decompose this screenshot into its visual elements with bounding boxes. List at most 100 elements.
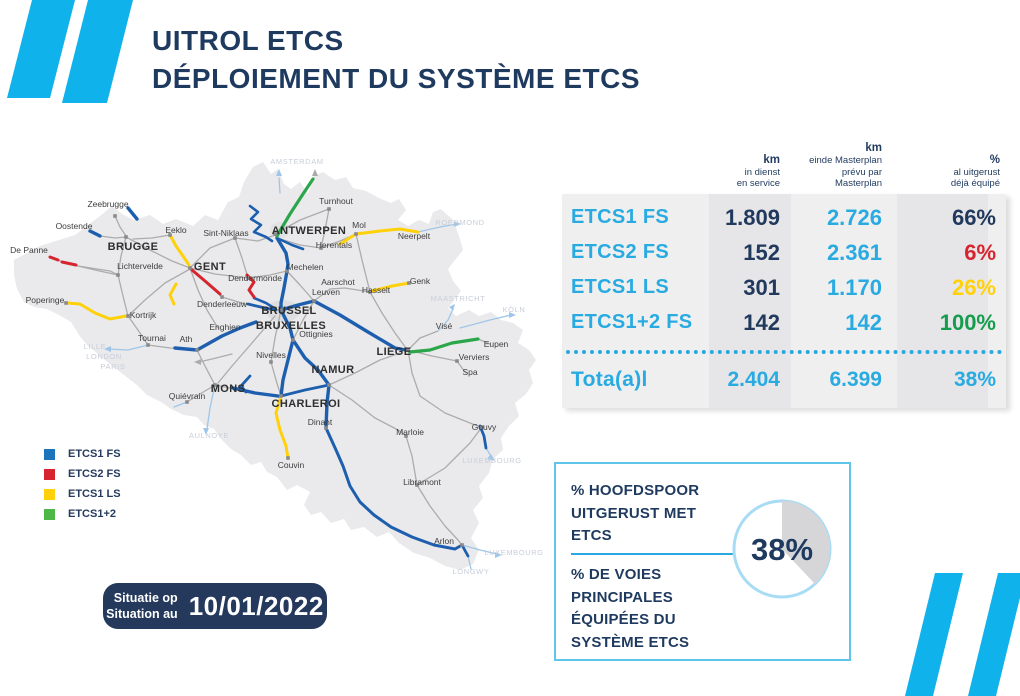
map-label: Ottignies [299,329,333,339]
map-label: Leuven [312,287,340,297]
title-line-1: UITROL ETCS [152,25,344,56]
map-label: Oostende [56,221,93,231]
header-line: km [865,142,882,155]
junction-dot [64,301,68,305]
map-label: Denderleeuw [197,299,248,309]
date-caption-nl: Situatie op [113,590,178,605]
map-label: Arlon [434,536,454,546]
map-label: Nivelles [256,350,286,360]
table-total-row: Tota(a)l 2.404 6.399 38% [562,360,1006,400]
header-line: al uitgerust [953,166,1000,178]
row-label: ETCS1 FS [571,206,669,228]
map-label: LONDON [86,352,122,361]
corner-stripes-top-left [7,0,133,103]
junction-dot [407,281,411,285]
legend-label: ETCS1 FS [68,448,121,460]
donut-wedge [782,500,831,584]
pct-value: 66% [951,204,996,230]
junction-dot [213,383,217,387]
map-label: Sint-Niklaas [203,228,248,238]
legend-label: ETCS1+2 [68,508,116,520]
km-masterplan-value: 142 [845,309,882,335]
belgium-outline [14,162,536,570]
junction-dot [195,348,199,352]
map-label: Aarschot [321,277,355,287]
map-label: Eeklo [165,225,187,235]
junction-dot [404,434,408,438]
pct-value: 100% [939,309,996,335]
junction-dot [279,308,283,312]
junction-dot [324,426,328,430]
junction-dot [285,269,289,273]
legend-swatch [44,448,55,460]
junction-dot [113,214,117,218]
map-legend: ETCS1 FS ETCS2 FS ETCS1 LS ETCS1+2 [44,444,121,524]
legend-item: ETCS1 FS [44,444,121,464]
junction-dot [220,295,224,299]
header-line: in dienst [744,166,780,178]
header-line: déjà équipé [950,178,1000,190]
map-external-labels: AMSTERDAM ROERMOND MAASTRICHT KÖLN LILLELOND… [84,157,543,576]
map-label: Mechelen [287,262,324,272]
date-badge-caption: Situatie op Situation au [106,590,178,623]
junction-dot [279,394,283,398]
map-label: Herentals [316,240,352,250]
etcs2-fs-lines-red [48,255,256,299]
km-masterplan-value: 1.170 [826,274,882,300]
title-line-2: DÉPLOIEMENT DU SYSTÈME ETCS [152,63,640,94]
junction-dot [368,290,372,294]
junction-dot [286,456,290,460]
pct-value: 6% [964,239,996,265]
table-row: ETCS1 LS 301 1.170 26% [562,270,1006,305]
map-label: Dendermonde [228,273,282,283]
map-label: LILLE [84,342,107,351]
map-label: Turnhout [319,196,353,206]
legend-swatch [44,468,55,480]
junction-dot [269,360,273,364]
map-label: MAASTRICHT [431,294,486,303]
header-km-masterplan: km einde Masterplan prévu par Masterplan [790,141,892,190]
map-label: Libramont [403,477,441,487]
legend-item: ETCS2 FS [44,464,121,484]
map-label: LUXEMBOURG [484,548,543,557]
map-label: Spa [462,367,477,377]
junction-dot [354,232,358,236]
map-label: Visé [436,321,453,331]
map-junction-dots [64,207,484,547]
dotted-separator [566,350,1002,354]
row-label: ETCS1 LS [571,276,669,298]
header-line: Masterplan [835,178,882,190]
table-row: ETCS2 FS 152 2.361 6% [562,235,1006,270]
map-label: Genk [410,276,431,286]
map-label: LUXEMBOURG [462,456,521,465]
km-service-value: 142 [743,309,780,335]
map-label: MONS [211,383,246,395]
legend-label: ETCS2 FS [68,468,121,480]
map-label: AULNOYE [189,431,229,440]
total-km-masterplan: 6.399 [829,368,882,391]
rail-lines-international [104,169,516,570]
map-label: Enghien [209,322,240,332]
junction-dot [116,273,120,277]
date-badge: Situatie op Situation au 10/01/2022 [103,583,327,629]
corner-stripes-bottom-right [905,573,1020,696]
summary-text-fr: % DE VOIES PRINCIPALES ÉQUIPÉES DU SYSTÈ… [571,566,690,651]
map-label: Quiévrain [169,391,206,401]
junction-dot [291,338,295,342]
date-caption-fr: Situation au [106,607,178,621]
map-label: BRUGGE [108,241,159,253]
etcs1-ls-lines-yellow [65,227,420,460]
km-service-value: 1.809 [724,204,780,230]
row-label: ETCS1+2 FS [571,311,693,333]
km-masterplan-value: 2.361 [826,239,882,265]
column-stripe [897,194,988,408]
map-label: Zeebrugge [87,199,128,209]
junction-dot [415,483,419,487]
junction-dot [406,348,410,352]
map-label: BRUXELLES [256,320,326,332]
junction-dot [185,400,189,404]
km-service-value: 301 [743,274,780,300]
map-label: Lichtervelde [117,261,163,271]
etcs-deployment-table: km in dienst en service km einde Masterplan… [562,138,1010,408]
